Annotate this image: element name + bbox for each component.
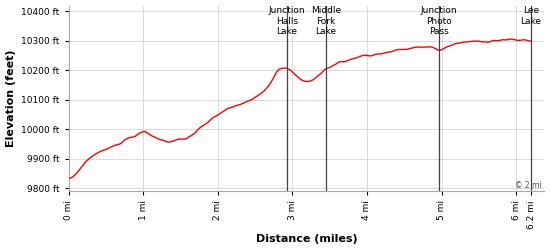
Text: Junction
Halls
Lake: Junction Halls Lake bbox=[269, 6, 305, 36]
Text: Lee
Lake: Lee Lake bbox=[520, 6, 542, 25]
Y-axis label: Elevation (feet): Elevation (feet) bbox=[6, 50, 15, 147]
Text: Junction
Photo
Pass: Junction Photo Pass bbox=[421, 6, 458, 36]
X-axis label: Distance (miles): Distance (miles) bbox=[256, 234, 358, 244]
Text: Middle
Fork
Lake: Middle Fork Lake bbox=[311, 6, 341, 36]
Text: © 2 mi: © 2 mi bbox=[515, 180, 542, 190]
